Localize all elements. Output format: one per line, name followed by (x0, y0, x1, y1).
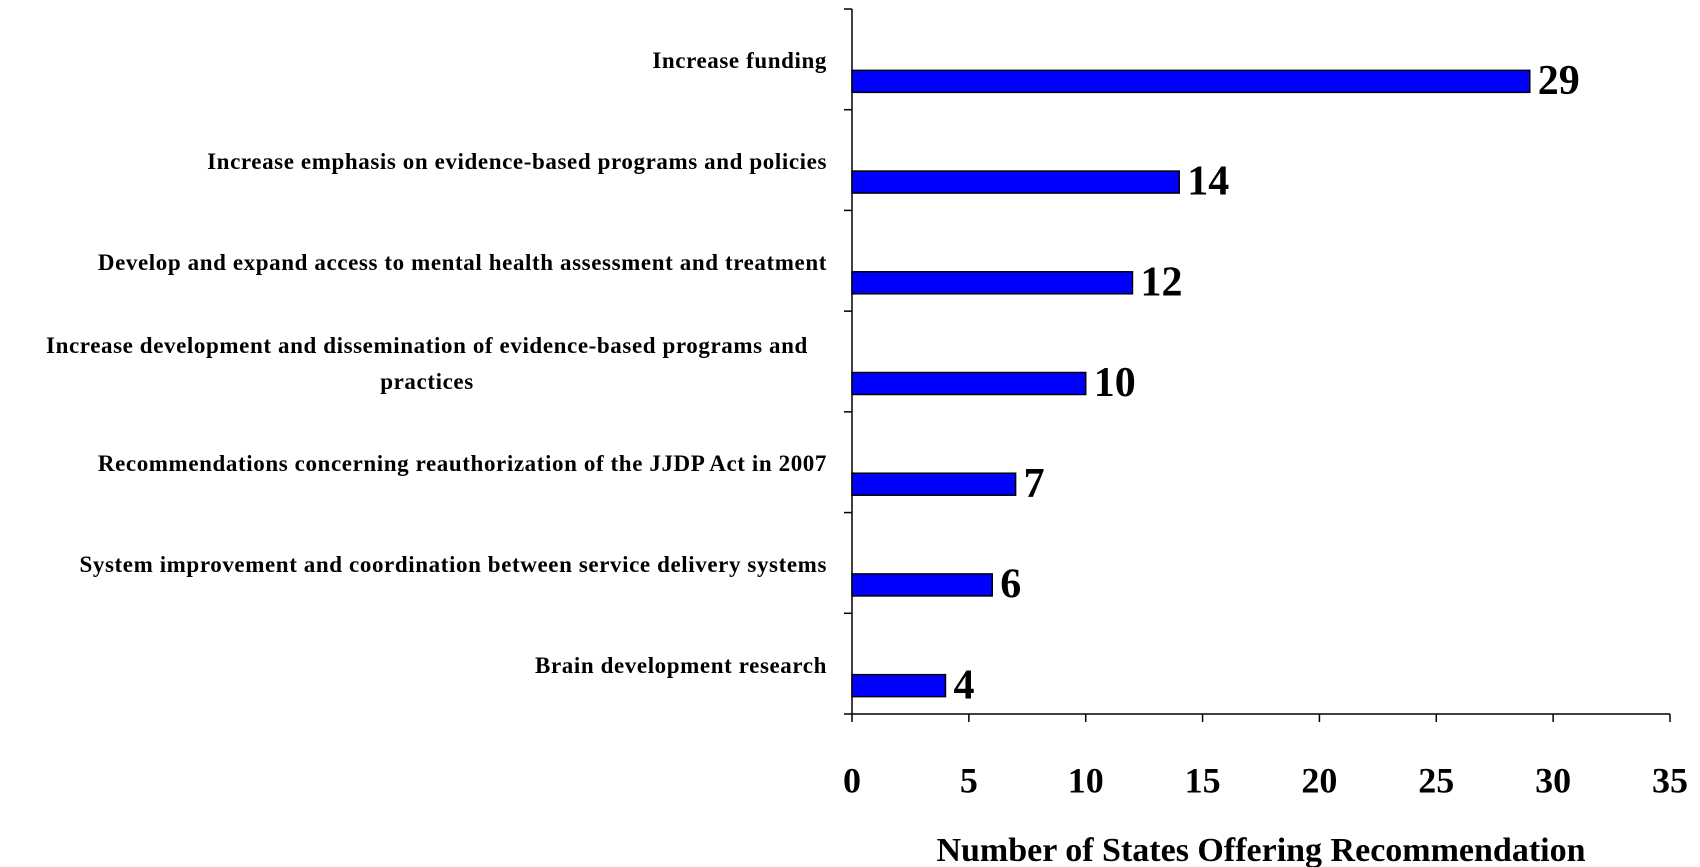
data-label: 6 (1000, 562, 1021, 608)
category-label: Increase funding (652, 48, 827, 74)
category-label-box: System improvement and coordination betw… (79, 547, 827, 583)
category-label-box: Increase emphasis on evidence-based prog… (207, 144, 827, 180)
bar (851, 170, 1180, 194)
category-label: Develop and expand access to mental heal… (97, 249, 827, 275)
category-label: Brain development research (535, 652, 827, 678)
category-label: Recommendations concerning reauthorizati… (97, 451, 827, 477)
x-tick-label: 20 (1301, 760, 1337, 800)
category-label-box: Develop and expand access to mental heal… (98, 245, 827, 281)
bar (851, 673, 947, 698)
data-label: 14 (1187, 159, 1229, 205)
bar (851, 573, 993, 597)
x-axis-title: Number of States Offering Recommendation (936, 832, 1585, 867)
x-tick-label: 5 (960, 760, 978, 800)
bar (851, 472, 1017, 496)
data-label: 4 (953, 662, 974, 708)
x-tick-label: 30 (1535, 760, 1571, 800)
data-label: 29 (1538, 58, 1580, 104)
data-label: 10 (1094, 360, 1136, 406)
bar (851, 371, 1087, 396)
x-tick-label: 10 (1068, 760, 1104, 800)
data-label: 12 (1140, 259, 1182, 305)
category-label: Increase development and dissemination o… (46, 332, 808, 394)
x-tick-label: 15 (1185, 760, 1221, 800)
data-label: 7 (1024, 461, 1045, 507)
bar (851, 271, 1134, 295)
x-tick-label: 0 (843, 760, 861, 800)
bar (851, 69, 1531, 94)
category-label-box: Brain development research (535, 648, 827, 684)
x-tick-label: 35 (1652, 760, 1688, 800)
category-label-box: Increase funding (652, 43, 827, 79)
category-label-box: Increase development and dissemination o… (27, 328, 827, 400)
category-label-box: Recommendations concerning reauthorizati… (98, 446, 827, 482)
category-label: Increase emphasis on evidence-based prog… (207, 149, 827, 175)
category-label: System improvement and coordination betw… (79, 551, 827, 577)
x-tick-label: 25 (1418, 760, 1454, 800)
